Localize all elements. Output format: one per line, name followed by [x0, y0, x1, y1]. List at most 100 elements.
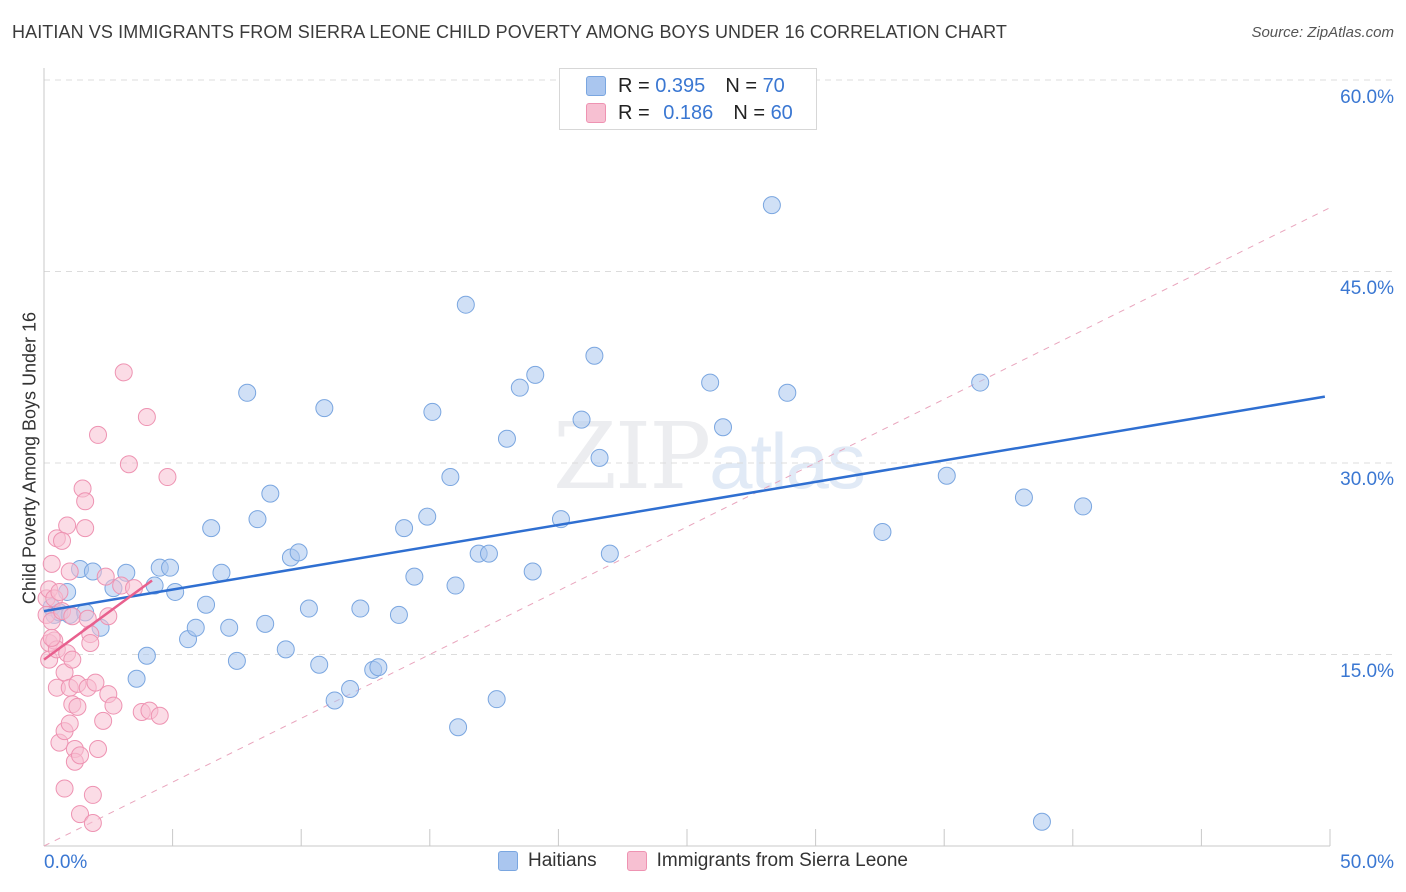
- legend-n-value-sierra-leone: 60: [770, 101, 793, 124]
- point-haitians-32: [315, 399, 334, 418]
- watermark-atlas: atlas: [709, 417, 866, 505]
- series-label-sierra-leone: Immigrants from Sierra Leone: [656, 850, 908, 871]
- point-sierra-leone-57: [158, 468, 177, 487]
- point-haitians-49: [487, 690, 506, 709]
- point-haitians-52: [523, 562, 542, 581]
- legend-swatch-sierra-leone: [586, 103, 606, 123]
- point-sierra-leone-38: [81, 634, 100, 653]
- series-legend-sierra-leone[interactable]: Immigrants from Sierra Leone: [626, 850, 908, 872]
- diagonal-reference-line: [43, 207, 1331, 847]
- point-haitians-26: [261, 484, 280, 503]
- point-haitians-56: [585, 346, 604, 365]
- point-sierra-leone-42: [89, 739, 108, 758]
- point-haitians-64: [937, 466, 956, 485]
- point-haitians-39: [395, 519, 414, 538]
- point-haitians-23: [238, 383, 257, 402]
- series-label-haitians: Haitians: [528, 850, 597, 871]
- point-sierra-leone-22: [60, 562, 79, 581]
- point-sierra-leone-21: [60, 714, 79, 733]
- point-sierra-leone-46: [99, 607, 118, 626]
- x-tick-label-max: 50.0%: [1340, 852, 1394, 873]
- point-sierra-leone-17: [55, 779, 74, 798]
- point-haitians-10: [127, 669, 146, 688]
- legend-r-label-haitians: R =: [618, 74, 650, 97]
- point-haitians-20: [212, 563, 231, 582]
- point-haitians-21: [220, 618, 239, 637]
- series-swatch-sierra-leone: [626, 851, 647, 871]
- trend-line-sierra-leone: [43, 579, 153, 661]
- point-haitians-44: [446, 576, 465, 595]
- chart-title: HAITIAN VS IMMIGRANTS FROM SIERRA LEONE …: [12, 22, 1007, 42]
- point-sierra-leone-31: [71, 746, 90, 765]
- point-haitians-15: [166, 582, 185, 601]
- legend-row-haitians: R = 0.395 N = 70: [586, 73, 785, 99]
- point-haitians-48: [479, 544, 498, 563]
- point-haitians-22: [227, 651, 246, 670]
- point-haitians-24: [248, 510, 267, 529]
- legend-n-label-sierra-leone: N =: [733, 101, 765, 124]
- point-haitians-33: [325, 691, 344, 710]
- y-tick-label-15: 15.0%: [1340, 661, 1394, 682]
- point-sierra-leone-40: [83, 814, 102, 833]
- series-swatch-haitians: [498, 851, 518, 871]
- point-sierra-leone-30: [71, 805, 90, 824]
- watermark: ZIPatlas: [553, 403, 866, 510]
- point-haitians-58: [600, 544, 619, 563]
- point-sierra-leone-13: [50, 582, 69, 601]
- point-haitians-59: [701, 373, 720, 392]
- legend-n-label-haitians: N =: [725, 74, 757, 97]
- point-sierra-leone-48: [104, 696, 123, 715]
- point-haitians-29: [289, 543, 308, 562]
- point-haitians-62: [778, 383, 797, 402]
- x-tick-label-min: 0.0%: [44, 852, 88, 873]
- point-haitians-61: [762, 196, 781, 215]
- point-sierra-leone-28: [68, 697, 87, 716]
- point-haitians-65: [971, 373, 990, 392]
- legend-n-value-haitians: 70: [762, 74, 785, 97]
- legend-r-value-haitians: 0.395: [655, 74, 706, 97]
- point-haitians-38: [389, 605, 408, 624]
- point-sierra-leone-58: [53, 531, 72, 550]
- legend-row-sierra-leone: R = 0.186 N = 60: [586, 100, 793, 126]
- source-label: Source: ZipAtlas.com: [1251, 24, 1394, 41]
- point-haitians-51: [510, 378, 529, 397]
- y-tick-label-30: 30.0%: [1340, 469, 1394, 490]
- y-tick-label-45: 45.0%: [1340, 278, 1394, 299]
- point-sierra-leone-51: [119, 455, 138, 474]
- point-haitians-43: [441, 468, 460, 487]
- point-sierra-leone-41: [86, 673, 105, 692]
- legend-swatch-haitians: [586, 76, 606, 96]
- point-sierra-leone-43: [89, 425, 108, 444]
- point-haitians-25: [256, 614, 275, 633]
- point-haitians-53: [526, 365, 545, 384]
- point-haitians-27: [276, 640, 295, 659]
- point-haitians-17: [186, 618, 205, 637]
- point-sierra-leone-45: [96, 567, 115, 586]
- point-sierra-leone-54: [137, 408, 156, 427]
- point-sierra-leone-5: [42, 554, 61, 573]
- point-haitians-37: [369, 658, 388, 677]
- point-sierra-leone-24: [63, 650, 82, 669]
- point-sierra-leone-18: [58, 516, 77, 535]
- point-haitians-18: [197, 595, 216, 614]
- point-haitians-57: [590, 448, 609, 467]
- legend-r-value-sierra-leone: 0.186: [663, 101, 714, 124]
- point-sierra-leone-50: [114, 363, 133, 382]
- y-tick-label-60: 60.0%: [1340, 87, 1394, 108]
- point-haitians-31: [310, 655, 329, 674]
- point-haitians-34: [341, 679, 360, 698]
- point-sierra-leone-23: [63, 607, 82, 626]
- point-sierra-leone-39: [83, 785, 102, 804]
- point-haitians-68: [1074, 497, 1093, 516]
- point-haitians-40: [405, 567, 424, 586]
- point-haitians-14: [161, 558, 180, 577]
- point-haitians-46: [456, 295, 475, 314]
- point-sierra-leone-33: [76, 492, 95, 511]
- point-sierra-leone-59: [42, 628, 61, 647]
- series-legend-haitians[interactable]: Haitians: [498, 850, 597, 872]
- point-haitians-42: [423, 402, 442, 421]
- series-legend: Haitians Immigrants from Sierra Leone: [0, 850, 1406, 872]
- correlation-legend: R = 0.395 N = 70 R = 0.186 N = 60: [559, 68, 817, 130]
- point-haitians-35: [351, 599, 370, 618]
